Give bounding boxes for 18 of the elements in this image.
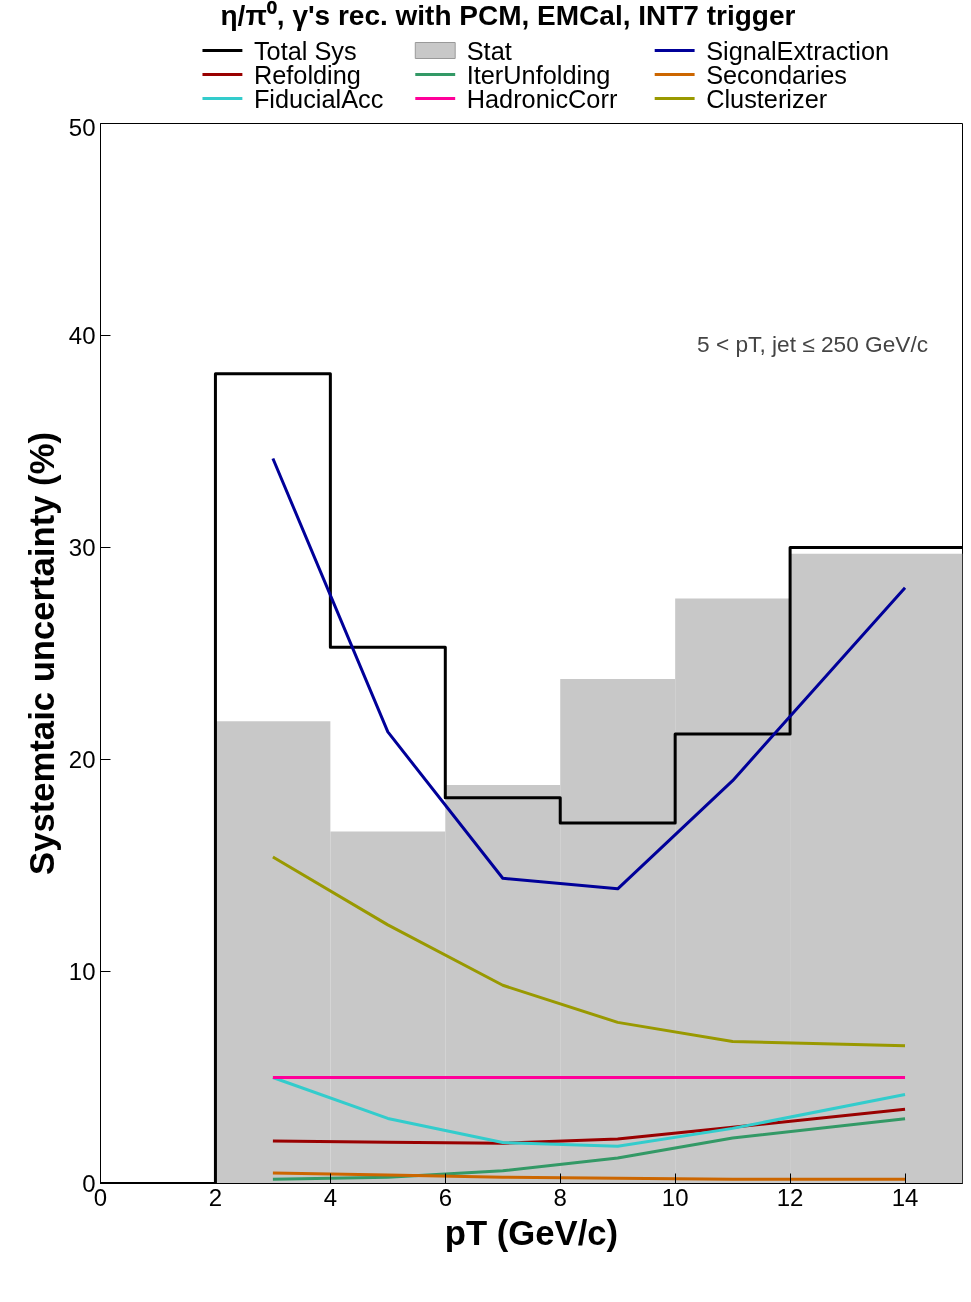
x-tick-label: 10 [661,1183,689,1211]
y-tick-label: 10 [68,958,96,985]
x-tick-label: 14 [891,1183,919,1211]
x-tick-label: 4 [323,1183,338,1211]
y-axis-title: Systemtaic uncertainty (%) [22,432,61,875]
x-tick-label: 8 [553,1183,567,1211]
legend-label: Clusterizer [706,84,828,113]
x-tick-label: 2 [208,1183,223,1211]
annotation: 5 < pT, jet ≤ 250 GeV/c [697,330,929,357]
y-tick-label: 30 [68,534,96,561]
chart-title: η/π⁰, γ's rec. with PCM, EMCal, INT7 trigger [220,0,796,31]
x-axis-title: pT (GeV/c) [444,1213,619,1252]
x-tick-label: 6 [438,1183,452,1211]
y-tick-label: 50 [68,113,96,141]
y-tick-label: 40 [68,322,96,349]
y-tick-label: 20 [68,746,96,773]
x-tick-label: 12 [776,1183,804,1211]
legend-label: Stat [466,36,512,65]
